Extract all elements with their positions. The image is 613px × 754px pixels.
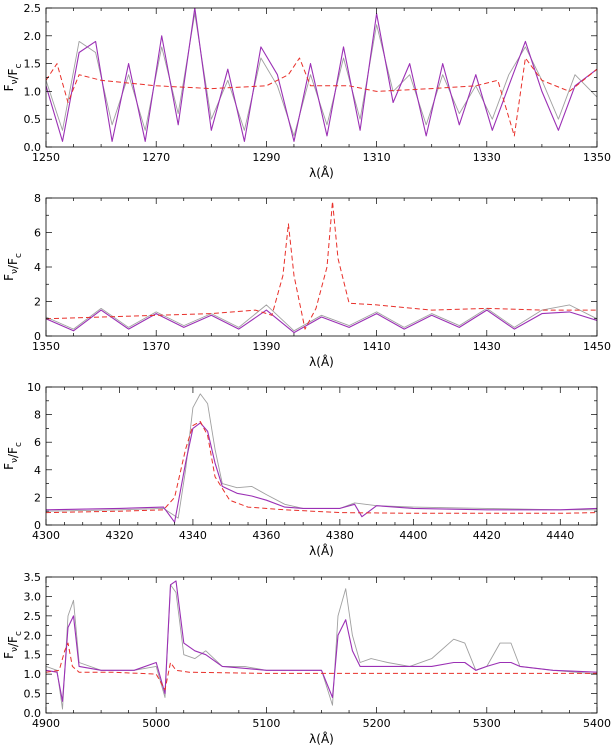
y-tick-label: 8 bbox=[34, 409, 41, 422]
plot-frame bbox=[45, 576, 598, 714]
spectrum-red-dashed-line bbox=[46, 201, 597, 330]
y-tick-label: 8 bbox=[34, 192, 41, 205]
x-axis-label: λ(Å) bbox=[309, 165, 334, 180]
y-tick-label: 1.0 bbox=[24, 85, 42, 98]
y-tick-label: 0 bbox=[34, 330, 41, 343]
chart-panel-1: 1250 1270 1290 1310 1330 1350 0.0 0.5 1.0 1.5 2.0 2… bbox=[2, 2, 611, 180]
spectrum-purple-line bbox=[46, 8, 597, 142]
y-tick-label: 6 bbox=[34, 227, 41, 240]
x-tick-label: 4420 bbox=[473, 529, 501, 542]
x-tick-label: 1310 bbox=[363, 151, 391, 164]
y-tick-label: 2.5 bbox=[24, 2, 42, 15]
spectrum-gray-line bbox=[46, 304, 597, 332]
x-tick-label: 5400 bbox=[583, 717, 611, 730]
y-tick-label: 1.5 bbox=[24, 58, 42, 71]
x-tick-label: 1290 bbox=[252, 151, 280, 164]
x-tick-label: 1330 bbox=[473, 151, 501, 164]
y-tick-label: 1.5 bbox=[24, 649, 42, 662]
x-tick-label: 1250 bbox=[32, 151, 60, 164]
x-tick-label: 1430 bbox=[473, 340, 501, 353]
y-tick-label: 2 bbox=[34, 296, 41, 309]
y-tick-label: 2.0 bbox=[24, 30, 42, 43]
spectrum-gray-line bbox=[46, 393, 597, 519]
spectrum-red-dashed-line bbox=[46, 57, 597, 137]
y-tick-label: 4 bbox=[34, 261, 41, 274]
y-tick-label: 0.5 bbox=[24, 113, 42, 126]
y-tick-label: 10 bbox=[27, 381, 41, 394]
x-tick-label: 4400 bbox=[399, 529, 427, 542]
y-tick-label: 0.5 bbox=[24, 688, 42, 701]
y-tick-label: 2 bbox=[34, 491, 41, 504]
y-tick-label: 4 bbox=[34, 464, 41, 477]
x-tick-label: 1350 bbox=[583, 151, 611, 164]
y-tick-label: 0.0 bbox=[24, 707, 42, 720]
x-tick-label: 4900 bbox=[32, 717, 60, 730]
chart-panel-4: 4900 5000 5100 5200 5300 5400 0.0 0.5 1.0 1.5 2.0 2… bbox=[2, 571, 611, 746]
x-tick-label: 4340 bbox=[179, 529, 207, 542]
x-tick-label: 5100 bbox=[252, 717, 280, 730]
x-tick-label: 1450 bbox=[583, 340, 611, 353]
x-axis-label: λ(Å) bbox=[309, 543, 334, 558]
spectrum-red-dashed-line bbox=[46, 421, 597, 514]
y-tick-label: 3.5 bbox=[24, 571, 42, 584]
y-axis-label: Fν/Fc bbox=[2, 253, 24, 281]
x-tick-label: 5200 bbox=[363, 717, 391, 730]
y-tick-label: 6 bbox=[34, 436, 41, 449]
x-tick-label: 4380 bbox=[326, 529, 354, 542]
y-axis-label: Fν/Fc bbox=[2, 631, 24, 659]
x-tick-label: 4360 bbox=[252, 529, 280, 542]
x-tick-label: 5300 bbox=[473, 717, 501, 730]
y-tick-label: 0.0 bbox=[24, 141, 42, 154]
x-axis-label: λ(Å) bbox=[309, 731, 334, 746]
y-tick-label: 0 bbox=[34, 519, 41, 532]
spectrum-gray-line bbox=[46, 13, 597, 137]
spectrum-red-dashed-line bbox=[46, 642, 597, 691]
x-tick-label: 1410 bbox=[363, 340, 391, 353]
spectrum-gray-line bbox=[46, 584, 597, 710]
y-axis-label: Fν/Fc bbox=[2, 64, 24, 92]
x-tick-label: 4440 bbox=[546, 529, 574, 542]
x-tick-label: 5000 bbox=[142, 717, 170, 730]
y-tick-label: 1.0 bbox=[24, 668, 42, 681]
spectrum-purple-line bbox=[46, 422, 597, 523]
y-tick-label: 2.5 bbox=[24, 610, 42, 623]
plot-frame bbox=[45, 386, 598, 526]
spectrum-purple-line bbox=[46, 580, 597, 702]
spectrum-purple-line bbox=[46, 309, 597, 334]
y-tick-label: 3.0 bbox=[24, 590, 42, 603]
x-tick-label: 1350 bbox=[32, 340, 60, 353]
x-tick-label: 1370 bbox=[142, 340, 170, 353]
chart-panel-2: 1350 1370 1390 1410 1430 1450 0 2 4 6 8 λ(Å) Fν/Fc bbox=[2, 192, 611, 369]
y-axis-label: Fν/Fc bbox=[2, 442, 24, 470]
plot-frame bbox=[45, 7, 598, 148]
x-tick-label: 4300 bbox=[32, 529, 60, 542]
x-axis-label: λ(Å) bbox=[309, 354, 334, 369]
x-tick-label: 4320 bbox=[105, 529, 133, 542]
y-tick-label: 2.0 bbox=[24, 629, 42, 642]
x-tick-label: 1270 bbox=[142, 151, 170, 164]
chart-panel-3: 4300 4320 4340 4360 4380 4400 4420 4440 0 2 4 6 8 10 λ… bbox=[2, 381, 598, 558]
x-tick-label: 1390 bbox=[252, 340, 280, 353]
